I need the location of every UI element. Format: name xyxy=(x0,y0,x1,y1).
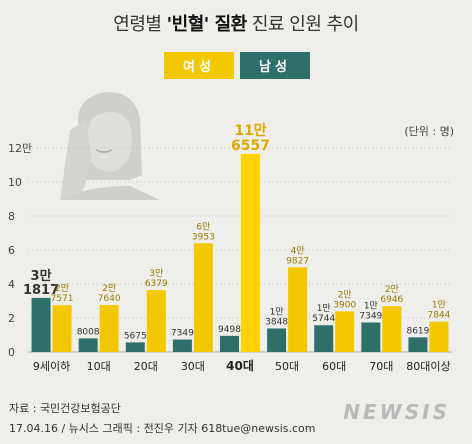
data-label: 3900 xyxy=(333,300,356,310)
data-label: 7844 xyxy=(427,311,450,321)
data-label: 3만 xyxy=(31,268,52,284)
chart-title: 연령별 '빈혈' 질환 진료 인원 추이 xyxy=(0,10,472,36)
data-label: 1만 xyxy=(364,301,378,312)
y-tick-label: 4 xyxy=(8,278,15,291)
bar-male xyxy=(31,297,51,352)
y-tick-label: 2 xyxy=(8,312,15,325)
bar-female xyxy=(429,321,449,352)
bar-female xyxy=(193,243,213,352)
data-label: 1만 xyxy=(432,300,446,311)
credit-note: 17.04.16 / 뉴시스 그래픽 : 전진우 기자 618tue@newsi… xyxy=(9,422,316,435)
bar-male xyxy=(125,342,145,352)
unit-label: (단위 : 명) xyxy=(404,125,454,138)
bar-male xyxy=(267,328,287,352)
data-label: 1만 xyxy=(317,303,331,314)
data-label: 6557 xyxy=(231,138,270,154)
bar-male xyxy=(220,335,239,352)
bar-female xyxy=(335,311,355,352)
bar-female xyxy=(288,267,308,352)
data-label: 7349 xyxy=(171,329,194,339)
x-tick-label: 70대 xyxy=(369,360,393,373)
data-label: 7640 xyxy=(98,294,121,304)
bar-female xyxy=(241,153,260,352)
y-tick-label: 8 xyxy=(8,210,15,223)
x-tick-label: 10대 xyxy=(87,360,111,373)
legend: 여성 남성 xyxy=(164,52,310,79)
source-note: 자료 : 국민건강보험공단 xyxy=(9,402,121,415)
data-label: 2만 xyxy=(102,283,116,294)
data-label: 3953 xyxy=(192,232,215,242)
data-label: 8008 xyxy=(77,327,100,337)
legend-male: 남성 xyxy=(240,52,310,79)
bar-female xyxy=(52,305,72,352)
bar-female xyxy=(382,306,402,352)
bar-male xyxy=(408,337,428,352)
x-tick-label: 20대 xyxy=(134,360,158,373)
data-label: 6379 xyxy=(145,279,168,289)
bar-female xyxy=(146,290,166,352)
bar-male xyxy=(172,339,192,352)
y-tick-label: 6 xyxy=(8,244,15,257)
title-suffix: 진료 인원 추이 xyxy=(246,14,359,35)
y-tick-label: 0 xyxy=(8,346,15,359)
data-label: 1817 xyxy=(23,283,59,298)
bar-female xyxy=(99,305,119,352)
title-prefix: 연령별 xyxy=(113,14,167,35)
data-label: 3만 xyxy=(149,268,163,279)
data-label: 3848 xyxy=(265,317,288,327)
x-tick-label: 80대이상 xyxy=(406,360,450,373)
data-label: 2만 xyxy=(385,284,399,295)
data-label: 8619 xyxy=(406,326,429,336)
data-label: 7571 xyxy=(51,294,74,304)
data-label: 6946 xyxy=(380,295,403,305)
x-tick-label: 40대 xyxy=(226,359,254,373)
data-label: 11만 xyxy=(234,123,266,139)
bar-male xyxy=(361,322,381,352)
y-tick-label: 12만 xyxy=(8,142,32,155)
data-label: 6만 xyxy=(196,221,210,232)
data-label: 9827 xyxy=(286,256,309,266)
data-label: 7349 xyxy=(359,312,382,322)
headache-illustration-icon xyxy=(60,92,160,200)
title-highlight: '빈혈' 질환 xyxy=(166,14,248,35)
newsis-logo: NEWSIS xyxy=(343,400,450,424)
x-tick-label: 9세이하 xyxy=(33,359,70,373)
x-tick-label: 50대 xyxy=(275,360,299,373)
bar-male xyxy=(78,338,98,352)
data-label: 5675 xyxy=(124,331,147,341)
data-label: 4만 xyxy=(291,245,305,256)
x-tick-label: 30대 xyxy=(181,360,205,373)
data-label: 2만 xyxy=(55,283,69,294)
data-label: 1만 xyxy=(270,306,284,317)
data-label: 5744 xyxy=(312,314,335,324)
y-tick-label: 10 xyxy=(8,176,22,189)
data-label: 2만 xyxy=(338,289,352,300)
data-label: 9498 xyxy=(218,325,241,335)
bar-male xyxy=(314,325,334,352)
x-tick-label: 60대 xyxy=(322,360,346,373)
legend-female: 여성 xyxy=(164,52,234,79)
